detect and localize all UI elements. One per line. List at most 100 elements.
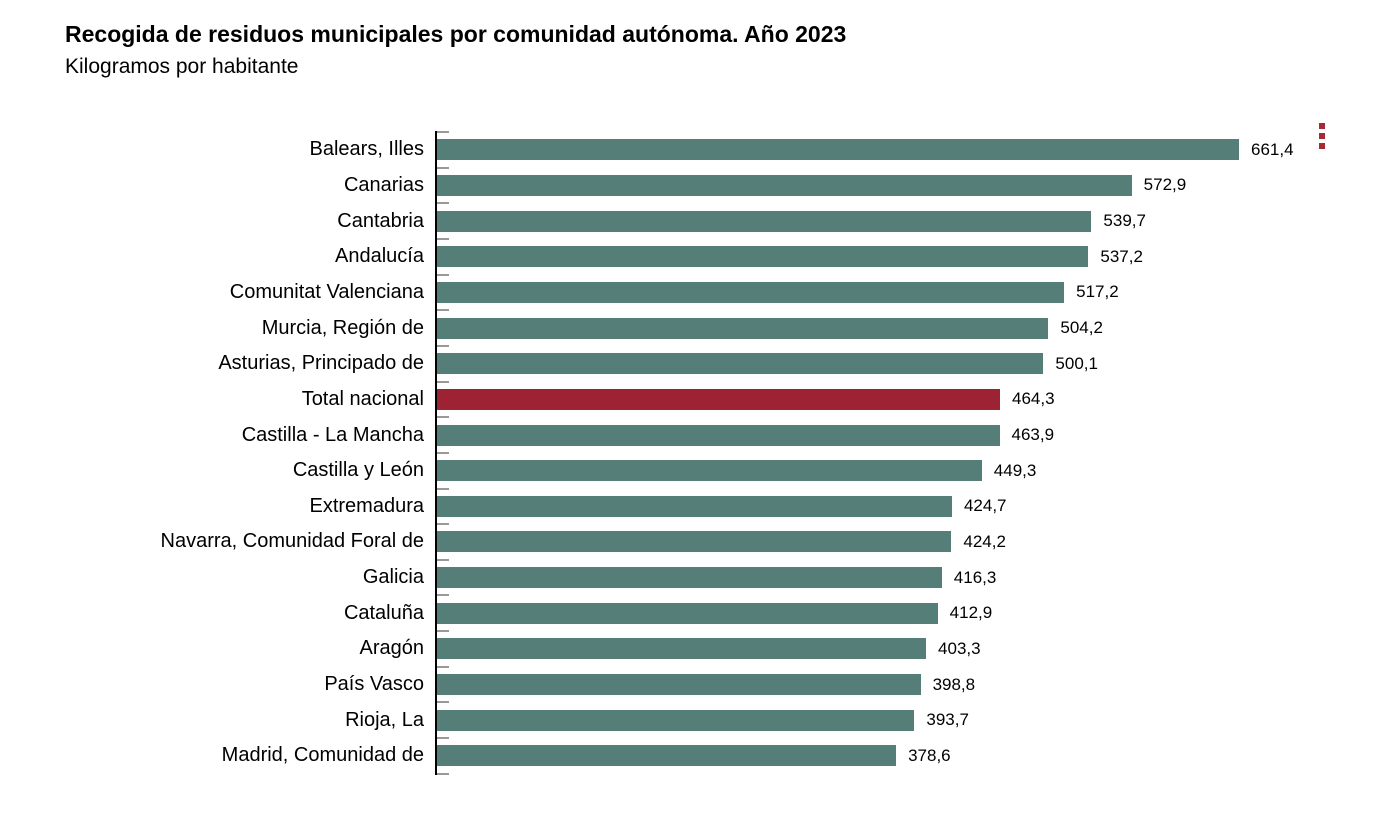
bar-highlight[interactable]: [437, 388, 1000, 410]
chart-title: Recogida de residuos municipales por com…: [65, 21, 847, 47]
kebab-menu-icon: [1319, 133, 1325, 139]
value-label: 504,2: [1060, 318, 1103, 338]
axis-tick: [437, 237, 449, 240]
value-label: 403,3: [938, 638, 981, 658]
category-label: Balears, Illes: [309, 138, 425, 161]
value-label: 424,2: [963, 531, 1006, 551]
value-label: 393,7: [926, 710, 969, 730]
category-label: Comunitat Valenciana: [229, 280, 424, 303]
export-menu-button[interactable]: [1314, 120, 1330, 156]
axis-tick: [437, 380, 449, 383]
axis-tick: [437, 416, 449, 419]
bar[interactable]: [437, 495, 952, 517]
bar-row: Madrid, Comunidad de 378,6: [0, 738, 1400, 774]
bar[interactable]: [437, 139, 1239, 161]
bar-row: Andalucía 537,2: [0, 239, 1400, 275]
value-label: 378,6: [908, 745, 951, 765]
bar[interactable]: [437, 709, 915, 731]
bar-row: Murcia, Región de 504,2: [0, 310, 1400, 346]
bar-row: Castilla - La Mancha 463,9: [0, 417, 1400, 453]
category-label: Cataluña: [343, 601, 424, 624]
category-label: Total nacional: [301, 387, 424, 410]
bar[interactable]: [437, 210, 1092, 232]
axis-tick: [437, 630, 449, 633]
kebab-menu-icon: [1319, 123, 1325, 129]
bar-row: Comunitat Valenciana 517,2: [0, 275, 1400, 311]
axis-tick: [437, 344, 449, 347]
axis-tick: [437, 166, 449, 169]
bar[interactable]: [437, 353, 1044, 375]
axis-tick: [437, 451, 449, 454]
bar-row: Canarias 572,9: [0, 168, 1400, 204]
bar[interactable]: [437, 531, 952, 553]
bar[interactable]: [437, 424, 1000, 446]
category-label: Navarra, Comunidad Foral de: [160, 530, 424, 553]
bar[interactable]: [437, 174, 1132, 196]
value-label: 416,3: [953, 567, 997, 587]
bar[interactable]: [437, 602, 938, 624]
axis-tick: [437, 558, 449, 561]
bar[interactable]: [437, 317, 1049, 339]
value-label: 537,2: [1100, 246, 1143, 266]
value-label: 424,7: [963, 496, 1007, 516]
bar-row: Cataluña 412,9: [0, 595, 1400, 631]
value-label: 449,3: [993, 460, 1037, 480]
bar-row: Navarra, Comunidad Foral de 424,2: [0, 524, 1400, 560]
value-label: 517,2: [1076, 282, 1119, 302]
category-label: Canarias: [343, 173, 424, 196]
bar[interactable]: [437, 745, 897, 767]
bar-row: Extremadura 424,7: [0, 489, 1400, 525]
kebab-menu-icon: [1319, 143, 1325, 149]
category-label: Andalucía: [335, 245, 424, 268]
bar-row: Total nacional 464,3: [0, 382, 1400, 418]
bar-row: Castilla y León 449,3: [0, 453, 1400, 489]
axis-tick: [437, 701, 449, 704]
axis-tick: [437, 665, 449, 668]
category-label: Cantabria: [337, 209, 424, 232]
axis-tick: [437, 772, 449, 775]
category-label: Murcia, Región de: [261, 316, 424, 339]
category-label: Aragón: [359, 637, 425, 660]
value-label: 464,3: [1012, 389, 1055, 409]
value-label: 398,8: [932, 674, 976, 694]
bar[interactable]: [437, 246, 1089, 268]
y-axis-line: [435, 131, 437, 775]
bar[interactable]: [437, 674, 921, 696]
bar-row: País Vasco 398,8: [0, 667, 1400, 703]
value-label: 412,9: [949, 603, 993, 623]
value-label: 661,4: [1251, 139, 1294, 159]
axis-tick: [437, 594, 449, 597]
value-label: 500,1: [1055, 353, 1098, 373]
axis-tick: [437, 309, 449, 312]
bar-row: Aragón 403,3: [0, 631, 1400, 667]
bar-row: Rioja, La 393,7: [0, 702, 1400, 738]
category-label: Madrid, Comunidad de: [221, 744, 424, 767]
bar[interactable]: [437, 567, 942, 589]
category-label: Extremadura: [309, 494, 425, 517]
chart-subtitle: Kilogramos por habitante: [65, 55, 299, 78]
axis-tick: [437, 487, 449, 490]
value-label: 463,9: [1011, 425, 1055, 444]
category-label: Galicia: [362, 566, 424, 589]
axis-tick: [437, 131, 449, 133]
category-label: Castilla y León: [292, 459, 424, 482]
bar-row: Galicia 416,3: [0, 560, 1400, 596]
category-label: Rioja, La: [345, 708, 424, 731]
bar-row: Balears, Illes 661,4: [0, 132, 1400, 168]
axis-tick: [437, 273, 449, 276]
category-label: País Vasco: [324, 673, 424, 696]
value-label: 539,7: [1103, 211, 1146, 231]
value-label: 572,9: [1143, 175, 1187, 195]
bar[interactable]: [437, 460, 982, 482]
bar[interactable]: [437, 638, 927, 660]
bar-row: Cantabria 539,7: [0, 203, 1400, 239]
bar[interactable]: [437, 281, 1065, 303]
axis-tick: [437, 523, 449, 526]
axis-tick: [437, 737, 449, 740]
category-label: Asturias, Principado de: [218, 352, 424, 375]
axis-tick: [437, 202, 449, 205]
bar-row: Asturias, Principado de 500,1: [0, 346, 1400, 382]
category-label: Castilla - La Mancha: [241, 423, 424, 446]
